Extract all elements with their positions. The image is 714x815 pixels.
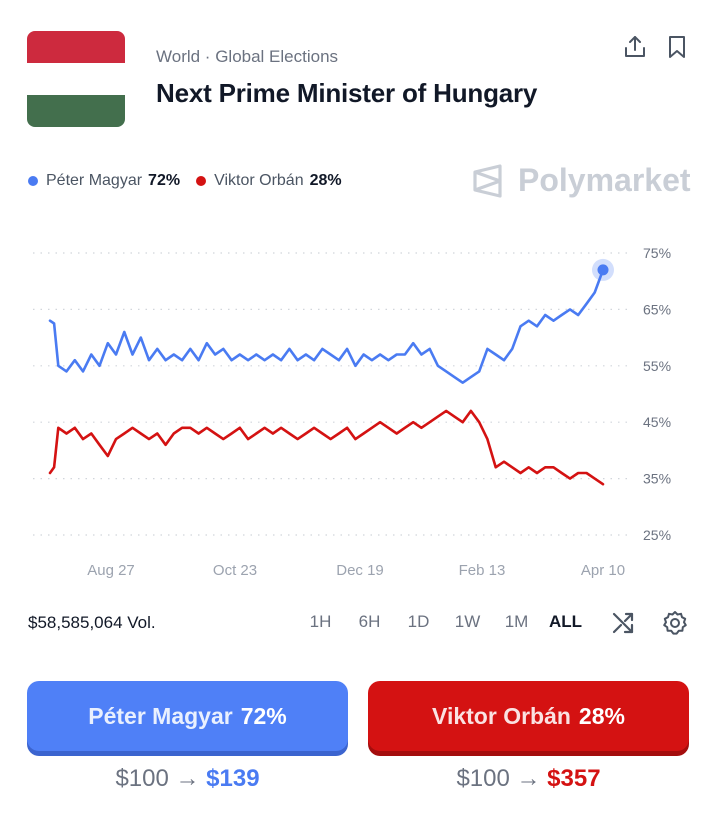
- legend-pct-orban: 28%: [309, 172, 342, 189]
- payout-orban-stake: $100 →: [456, 765, 541, 792]
- shuffle-icon[interactable]: [610, 609, 638, 637]
- legend-item-orban: Viktor Orbán 28%: [196, 172, 342, 190]
- y-tick-label: 35%: [643, 471, 671, 487]
- y-tick-label: 25%: [643, 527, 671, 543]
- series-line-magyar: [48, 268, 605, 384]
- volume-label: $58,585,064 Vol.: [28, 613, 156, 632]
- category-breadcrumb[interactable]: World · Global Elections: [156, 47, 339, 66]
- flag-band-red: [27, 31, 125, 63]
- legend-pct-magyar: 72%: [148, 172, 181, 189]
- range-1w[interactable]: 1W: [454, 612, 481, 631]
- payout-orban: $100 → $357: [368, 765, 689, 793]
- legend-dot-orban: [196, 176, 207, 186]
- payout-magyar: $100 → $139: [27, 765, 348, 793]
- payout-magyar-stake: $100 →: [115, 765, 200, 792]
- hungary-flag-icon: [27, 31, 125, 127]
- legend-dot-magyar: [28, 176, 38, 186]
- y-tick-label: 45%: [643, 414, 671, 430]
- range-6h[interactable]: 6H: [358, 612, 381, 631]
- x-tick-label: Aug 27: [87, 562, 135, 579]
- series-line-orban: [48, 409, 605, 486]
- legend-name-orban: Viktor Orbán: [214, 172, 304, 189]
- polymarket-logo-icon: [473, 163, 502, 198]
- x-tick-label: Oct 23: [213, 562, 257, 579]
- x-tick-label: Apr 10: [581, 562, 625, 579]
- buy-magyar-button[interactable]: Péter Magyar 72%: [27, 681, 348, 751]
- buy-orban-name: Viktor Orbán: [432, 702, 571, 729]
- current-point-marker: [597, 264, 609, 276]
- watermark-text: Polymarket: [518, 162, 691, 198]
- flag-band-white: [27, 63, 125, 95]
- buy-magyar-name: Péter Magyar: [88, 702, 233, 729]
- time-range-selector: 1H 6H 1D 1W 1M ALL: [296, 612, 590, 632]
- y-tick-label: 55%: [643, 358, 671, 374]
- y-tick-label: 75%: [643, 245, 671, 261]
- range-1d[interactable]: 1D: [407, 612, 430, 631]
- payout-magyar-return: $139: [206, 765, 260, 792]
- payout-orban-return: $357: [547, 765, 601, 792]
- chart-legend: Péter Magyar 72% Viktor Orbán 28%: [28, 172, 358, 190]
- range-all[interactable]: ALL: [548, 612, 583, 631]
- legend-name-magyar: Péter Magyar: [46, 172, 143, 189]
- share-icon[interactable]: [622, 34, 648, 60]
- buy-orban-pct: 28%: [578, 702, 625, 729]
- page-title: Next Prime Minister of Hungary: [156, 78, 538, 108]
- bookmark-icon[interactable]: [664, 34, 690, 60]
- legend-item-magyar: Péter Magyar 72%: [28, 172, 180, 190]
- x-tick-label: Dec 19: [336, 562, 384, 579]
- y-tick-label: 65%: [643, 301, 671, 317]
- buy-magyar-pct: 72%: [240, 702, 287, 729]
- flag-band-green: [27, 95, 125, 127]
- price-history-chart: 75% 65% 55% 45% 35% 25% Aug 27 Oct 23 Dec 19 Feb…: [33, 245, 671, 579]
- polymarket-watermark: Polymarket: [470, 162, 691, 199]
- gear-icon[interactable]: [661, 609, 689, 637]
- range-1h[interactable]: 1H: [309, 612, 332, 631]
- x-tick-label: Feb 13: [459, 562, 506, 579]
- range-1m[interactable]: 1M: [504, 612, 529, 631]
- buy-orban-button[interactable]: Viktor Orbán 28%: [368, 681, 689, 751]
